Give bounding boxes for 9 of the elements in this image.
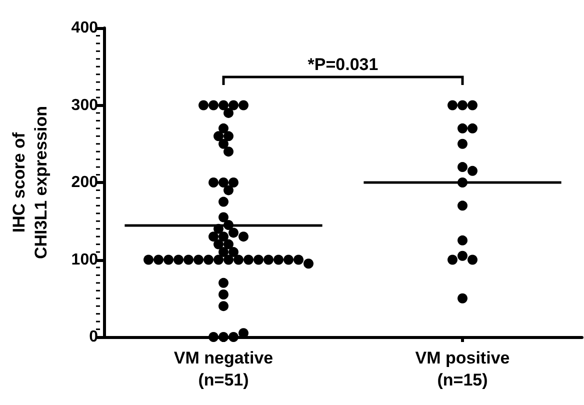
- annotation: *P=0.031: [308, 55, 378, 74]
- y-tick-label: 200: [71, 174, 98, 191]
- x-tick-label: VM positive (n=15): [415, 348, 510, 390]
- y-tick-label: 100: [71, 251, 98, 268]
- y-tick-label: 300: [71, 96, 98, 114]
- y-tick-label: 0: [89, 328, 98, 346]
- x-tick-label: VM negative (n=51): [174, 348, 274, 390]
- y-tick-label: 400: [71, 20, 98, 36]
- y-axis-title: IHC score of CHI3L1 expression: [10, 106, 50, 260]
